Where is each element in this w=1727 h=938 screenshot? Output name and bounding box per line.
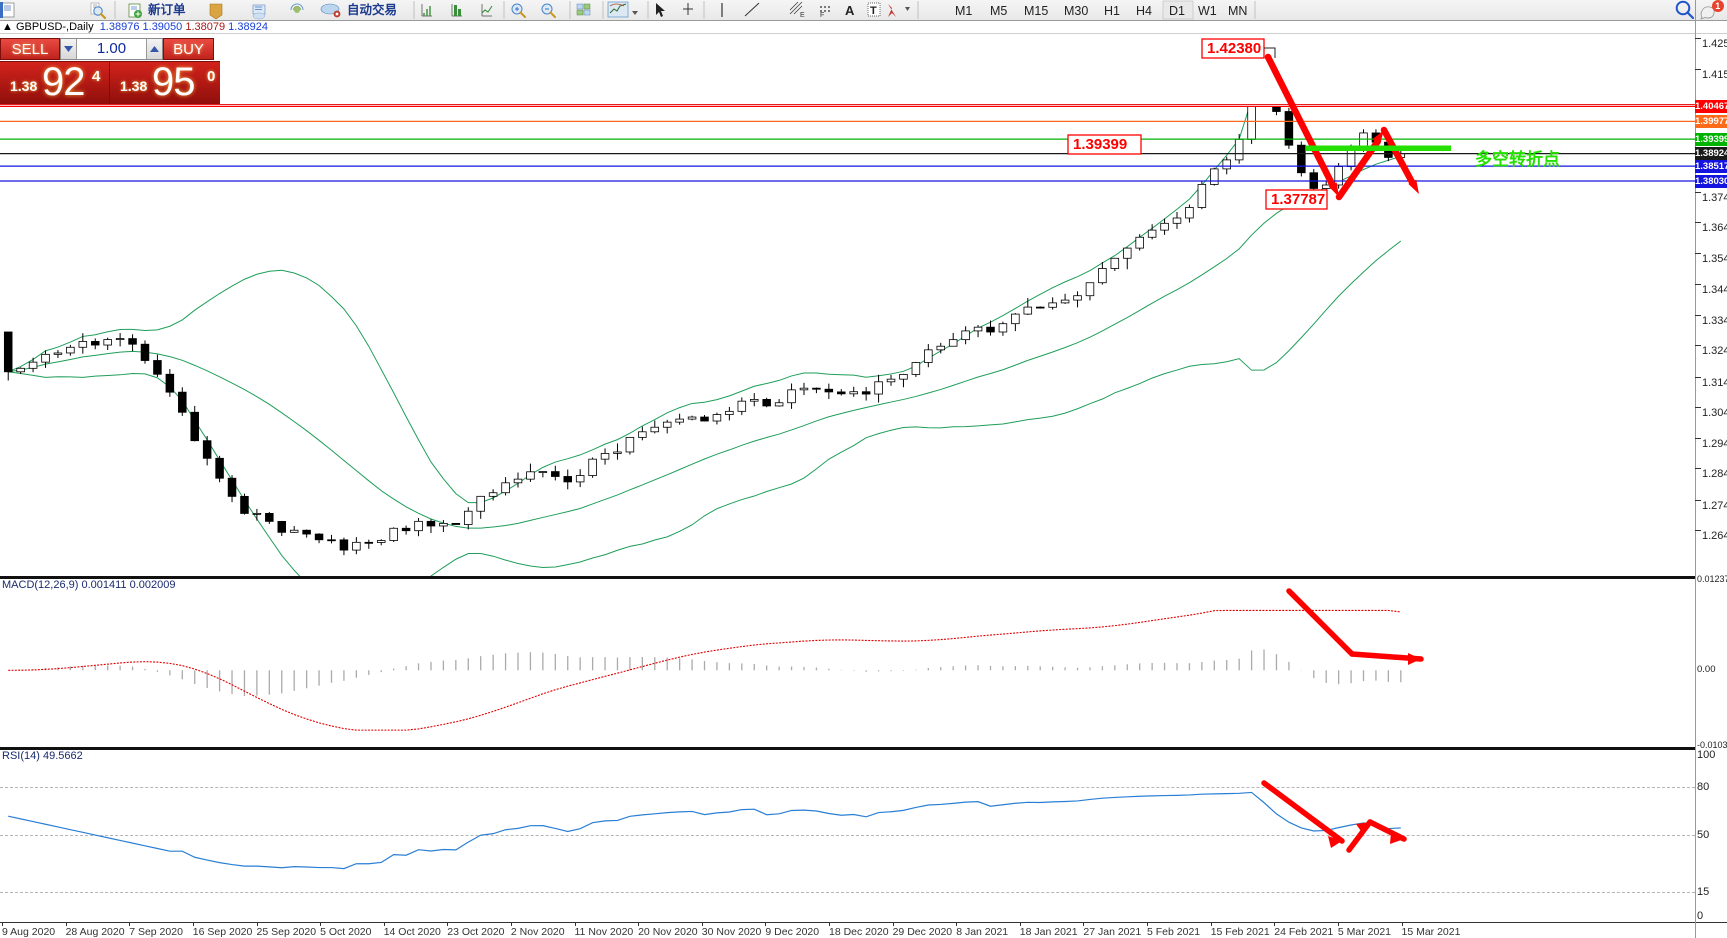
svg-text:H4: H4 <box>1136 4 1152 18</box>
svg-text:F: F <box>820 12 824 19</box>
svg-text:MN: MN <box>1228 4 1247 18</box>
svg-text:新订单: 新订单 <box>148 2 186 17</box>
svg-text:D1: D1 <box>1169 4 1185 18</box>
svg-text:E: E <box>800 12 805 19</box>
svg-text:M5: M5 <box>990 4 1007 18</box>
svg-text:1.42380: 1.42380 <box>1207 40 1261 57</box>
svg-text:T: T <box>870 5 877 17</box>
svg-text:自动交易: 自动交易 <box>347 2 397 17</box>
svg-text:H1: H1 <box>1104 4 1120 18</box>
svg-text:W1: W1 <box>1198 4 1217 18</box>
svg-text:A: A <box>845 3 855 18</box>
svg-text:M15: M15 <box>1024 4 1048 18</box>
svg-text:M1: M1 <box>955 4 972 18</box>
svg-text:M30: M30 <box>1064 4 1088 18</box>
